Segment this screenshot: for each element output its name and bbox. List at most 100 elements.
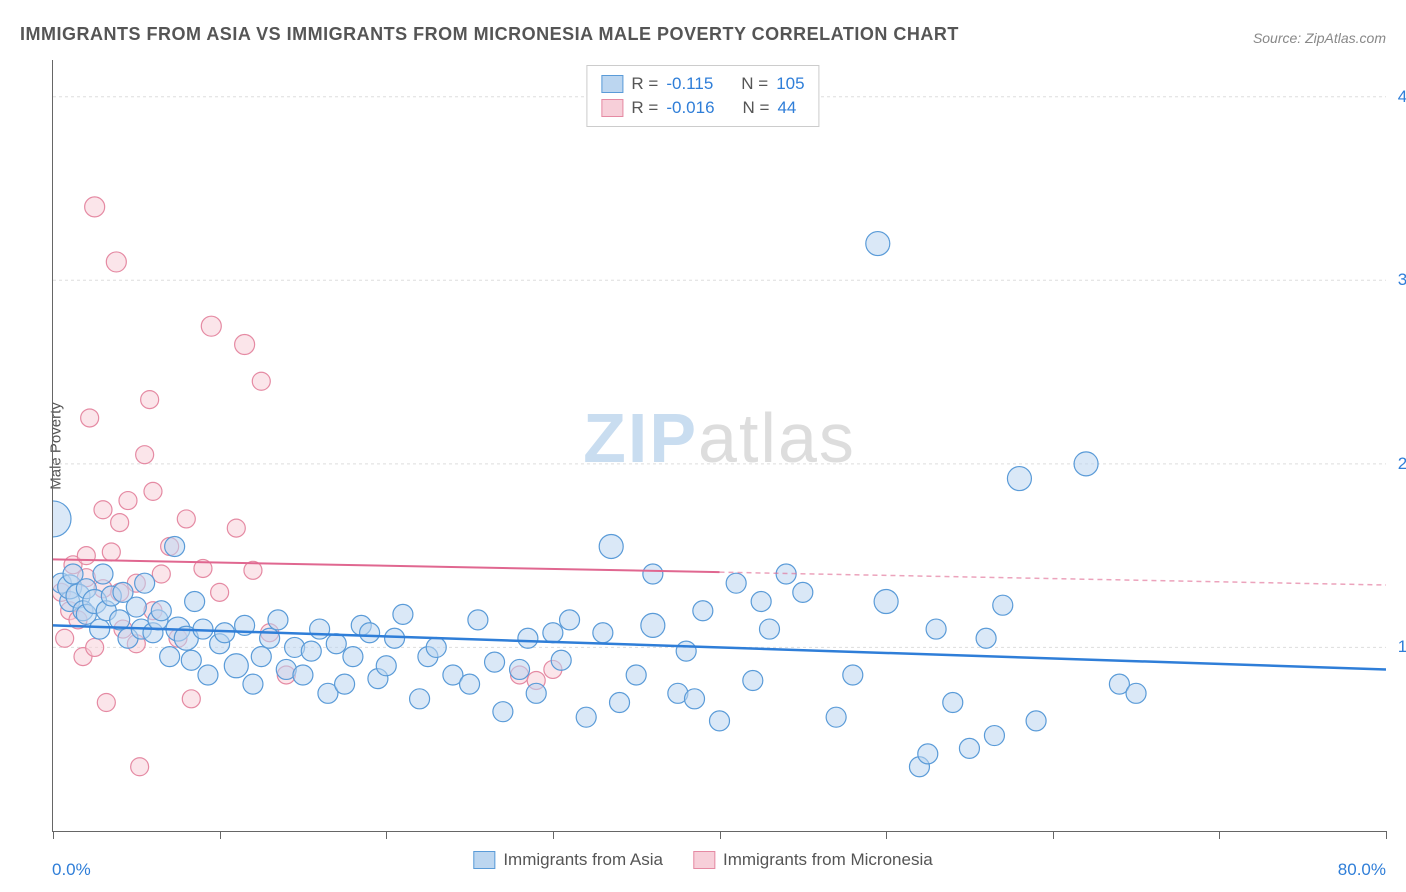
point-asia[interactable] [135, 573, 155, 593]
point-asia[interactable] [93, 564, 113, 584]
point-asia[interactable] [918, 744, 938, 764]
point-asia[interactable] [510, 659, 530, 679]
point-asia[interactable] [326, 634, 346, 654]
point-asia[interactable] [310, 619, 330, 639]
point-asia[interactable] [726, 573, 746, 593]
point-asia[interactable] [993, 595, 1013, 615]
point-asia[interactable] [866, 232, 890, 256]
point-micronesia[interactable] [144, 482, 162, 500]
point-asia[interactable] [710, 711, 730, 731]
point-asia[interactable] [293, 665, 313, 685]
point-asia[interactable] [793, 582, 813, 602]
point-micronesia[interactable] [111, 514, 129, 532]
point-asia[interactable] [926, 619, 946, 639]
point-asia[interactable] [468, 610, 488, 630]
point-asia[interactable] [685, 689, 705, 709]
point-asia[interactable] [160, 647, 180, 667]
point-asia[interactable] [410, 689, 430, 709]
legend-item-asia: Immigrants from Asia [473, 850, 663, 870]
point-asia[interactable] [493, 702, 513, 722]
point-asia[interactable] [518, 628, 538, 648]
point-asia[interactable] [224, 654, 248, 678]
point-asia[interactable] [1074, 452, 1098, 476]
point-asia[interactable] [693, 601, 713, 621]
point-asia[interactable] [676, 641, 696, 661]
point-asia[interactable] [376, 656, 396, 676]
point-asia[interactable] [198, 665, 218, 685]
point-micronesia[interactable] [77, 547, 95, 565]
point-micronesia[interactable] [81, 409, 99, 427]
point-micronesia[interactable] [97, 694, 115, 712]
point-asia[interactable] [643, 564, 663, 584]
stats-legend-row: R = -0.016 N = 44 [601, 96, 804, 120]
x-tick [886, 831, 887, 839]
point-asia[interactable] [626, 665, 646, 685]
point-asia[interactable] [485, 652, 505, 672]
point-micronesia[interactable] [85, 197, 105, 217]
point-micronesia[interactable] [182, 690, 200, 708]
point-asia[interactable] [576, 707, 596, 727]
point-asia[interactable] [53, 501, 71, 537]
point-asia[interactable] [551, 650, 571, 670]
point-asia[interactable] [243, 674, 263, 694]
point-micronesia[interactable] [252, 372, 270, 390]
point-asia[interactable] [976, 628, 996, 648]
point-micronesia[interactable] [227, 519, 245, 537]
point-asia[interactable] [181, 650, 201, 670]
point-asia[interactable] [599, 534, 623, 558]
point-asia[interactable] [759, 619, 779, 639]
point-asia[interactable] [1126, 683, 1146, 703]
point-asia[interactable] [385, 628, 405, 648]
x-tick [1053, 831, 1054, 839]
point-asia[interactable] [874, 590, 898, 614]
point-asia[interactable] [943, 693, 963, 713]
point-micronesia[interactable] [56, 629, 74, 647]
y-tick-label: 40.0% [1398, 87, 1406, 107]
point-asia[interactable] [460, 674, 480, 694]
point-asia[interactable] [126, 597, 146, 617]
point-asia[interactable] [360, 623, 380, 643]
x-tick [553, 831, 554, 839]
point-asia[interactable] [251, 647, 271, 667]
point-asia[interactable] [826, 707, 846, 727]
point-asia[interactable] [185, 592, 205, 612]
point-micronesia[interactable] [201, 316, 221, 336]
point-asia[interactable] [743, 670, 763, 690]
x-tick [720, 831, 721, 839]
point-asia[interactable] [215, 623, 235, 643]
point-asia[interactable] [426, 637, 446, 657]
point-micronesia[interactable] [102, 543, 120, 561]
point-micronesia[interactable] [235, 335, 255, 355]
point-micronesia[interactable] [136, 446, 154, 464]
point-asia[interactable] [843, 665, 863, 685]
point-micronesia[interactable] [106, 252, 126, 272]
point-asia[interactable] [165, 536, 185, 556]
point-asia[interactable] [959, 738, 979, 758]
point-asia[interactable] [543, 623, 563, 643]
point-asia[interactable] [151, 601, 171, 621]
point-asia[interactable] [641, 613, 665, 637]
point-asia[interactable] [393, 604, 413, 624]
point-asia[interactable] [343, 647, 363, 667]
point-micronesia[interactable] [119, 492, 137, 510]
point-asia[interactable] [90, 619, 110, 639]
point-asia[interactable] [593, 623, 613, 643]
point-micronesia[interactable] [211, 583, 229, 601]
point-asia[interactable] [1007, 467, 1031, 491]
point-asia[interactable] [301, 641, 321, 661]
point-asia[interactable] [984, 726, 1004, 746]
point-asia[interactable] [751, 592, 771, 612]
point-asia[interactable] [610, 693, 630, 713]
point-asia[interactable] [268, 610, 288, 630]
point-asia[interactable] [335, 674, 355, 694]
point-micronesia[interactable] [152, 565, 170, 583]
point-asia[interactable] [526, 683, 546, 703]
point-micronesia[interactable] [131, 758, 149, 776]
point-micronesia[interactable] [177, 510, 195, 528]
point-micronesia[interactable] [86, 638, 104, 656]
point-asia[interactable] [1026, 711, 1046, 731]
point-micronesia[interactable] [94, 501, 112, 519]
point-asia[interactable] [560, 610, 580, 630]
point-micronesia[interactable] [141, 391, 159, 409]
x-tick [220, 831, 221, 839]
